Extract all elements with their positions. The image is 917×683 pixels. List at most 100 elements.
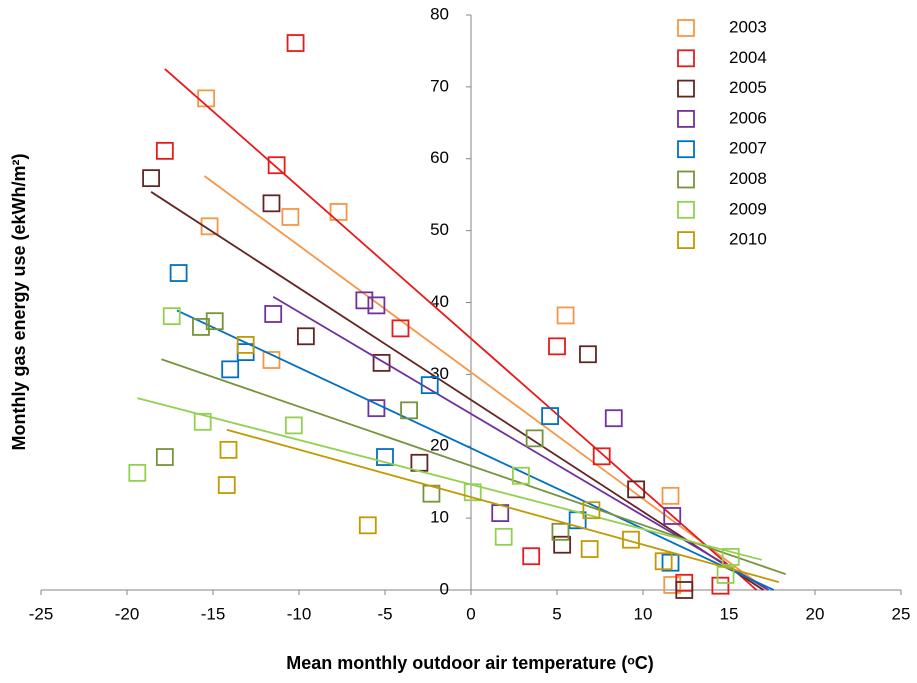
point bbox=[221, 360, 240, 379]
legend-label: 2008 bbox=[729, 169, 767, 188]
point bbox=[582, 501, 601, 520]
legend-swatch bbox=[677, 140, 695, 159]
point bbox=[463, 483, 482, 502]
legend-label: 2007 bbox=[729, 139, 767, 158]
point bbox=[169, 264, 188, 282]
legend-swatch bbox=[677, 49, 695, 68]
legend-swatch bbox=[677, 110, 695, 128]
point bbox=[410, 453, 429, 472]
x-tick-label: -10 bbox=[287, 604, 312, 623]
legend-label: 2005 bbox=[729, 78, 767, 97]
x-tick-label: 10 bbox=[634, 604, 653, 623]
point bbox=[267, 156, 286, 175]
x-tick-label: 25 bbox=[892, 604, 911, 623]
trendline bbox=[176, 309, 775, 591]
point bbox=[264, 305, 283, 323]
point bbox=[622, 530, 640, 549]
point bbox=[355, 291, 374, 310]
trendline bbox=[164, 68, 758, 591]
point bbox=[556, 306, 575, 325]
point bbox=[329, 203, 348, 221]
point bbox=[522, 547, 541, 566]
point bbox=[162, 307, 181, 326]
point bbox=[376, 448, 394, 466]
point bbox=[155, 448, 174, 466]
point bbox=[511, 466, 530, 485]
point bbox=[661, 486, 680, 505]
point bbox=[358, 516, 377, 535]
point bbox=[551, 522, 570, 541]
trendline bbox=[137, 397, 762, 561]
point bbox=[262, 351, 281, 369]
x-tick-label: 15 bbox=[720, 604, 739, 623]
point bbox=[142, 169, 160, 188]
legend-swatch bbox=[677, 19, 695, 37]
point bbox=[219, 440, 238, 459]
y-tick-label: 80 bbox=[430, 4, 449, 23]
y-tick-label: 10 bbox=[430, 508, 449, 527]
point bbox=[367, 296, 386, 315]
legend-swatch bbox=[677, 170, 695, 189]
trendline bbox=[150, 191, 764, 591]
legend-swatch bbox=[677, 79, 695, 98]
point bbox=[525, 429, 544, 448]
x-tick-label: 5 bbox=[552, 604, 561, 623]
point bbox=[193, 412, 212, 431]
x-tick-label: 20 bbox=[806, 604, 825, 623]
legend-label: 2009 bbox=[729, 199, 767, 218]
legend-swatch bbox=[677, 200, 695, 219]
point bbox=[372, 353, 391, 372]
y-tick-label: 20 bbox=[430, 436, 449, 455]
legend-label: 2010 bbox=[729, 230, 767, 249]
point bbox=[541, 407, 560, 425]
legend-label: 2006 bbox=[729, 108, 767, 127]
point bbox=[661, 553, 680, 572]
legend-swatch bbox=[677, 231, 695, 250]
y-tick-label: 30 bbox=[430, 364, 449, 383]
y-tick-label: 70 bbox=[430, 76, 449, 95]
point bbox=[200, 217, 219, 236]
point bbox=[663, 576, 682, 594]
x-tick-label: -5 bbox=[377, 604, 392, 623]
point bbox=[579, 345, 597, 364]
legend-label: 2004 bbox=[729, 48, 767, 67]
y-tick-label: 50 bbox=[430, 220, 449, 239]
y-tick-label: 40 bbox=[430, 292, 449, 311]
point bbox=[400, 401, 418, 420]
x-tick-label: -25 bbox=[29, 604, 54, 623]
point bbox=[192, 318, 210, 336]
point bbox=[548, 337, 566, 356]
point bbox=[711, 576, 730, 595]
y-axis-title: Monthly gas energy use (ekWh/m²) bbox=[9, 153, 29, 450]
point bbox=[296, 327, 315, 346]
point bbox=[128, 463, 147, 482]
y-tick-label: 60 bbox=[430, 148, 449, 167]
point bbox=[236, 336, 255, 354]
point bbox=[420, 376, 439, 395]
point bbox=[155, 141, 174, 160]
point bbox=[205, 312, 224, 331]
point bbox=[721, 548, 740, 566]
legend-label: 2003 bbox=[729, 17, 767, 36]
point bbox=[284, 416, 303, 435]
point bbox=[217, 476, 236, 494]
point bbox=[627, 480, 646, 499]
x-tick-label: 0 bbox=[466, 604, 475, 623]
point bbox=[580, 540, 599, 558]
point bbox=[592, 447, 611, 466]
point bbox=[367, 399, 386, 418]
trendline bbox=[272, 295, 770, 591]
point bbox=[654, 552, 673, 571]
point bbox=[286, 34, 305, 52]
point bbox=[663, 507, 682, 525]
point bbox=[604, 409, 623, 428]
trendline bbox=[203, 175, 768, 591]
point bbox=[391, 319, 410, 338]
point bbox=[675, 581, 694, 599]
point bbox=[197, 89, 216, 108]
point bbox=[494, 527, 513, 546]
x-tick-label: -15 bbox=[201, 604, 226, 623]
y-tick-label: 0 bbox=[440, 579, 449, 598]
x-tick-label: -20 bbox=[115, 604, 140, 623]
